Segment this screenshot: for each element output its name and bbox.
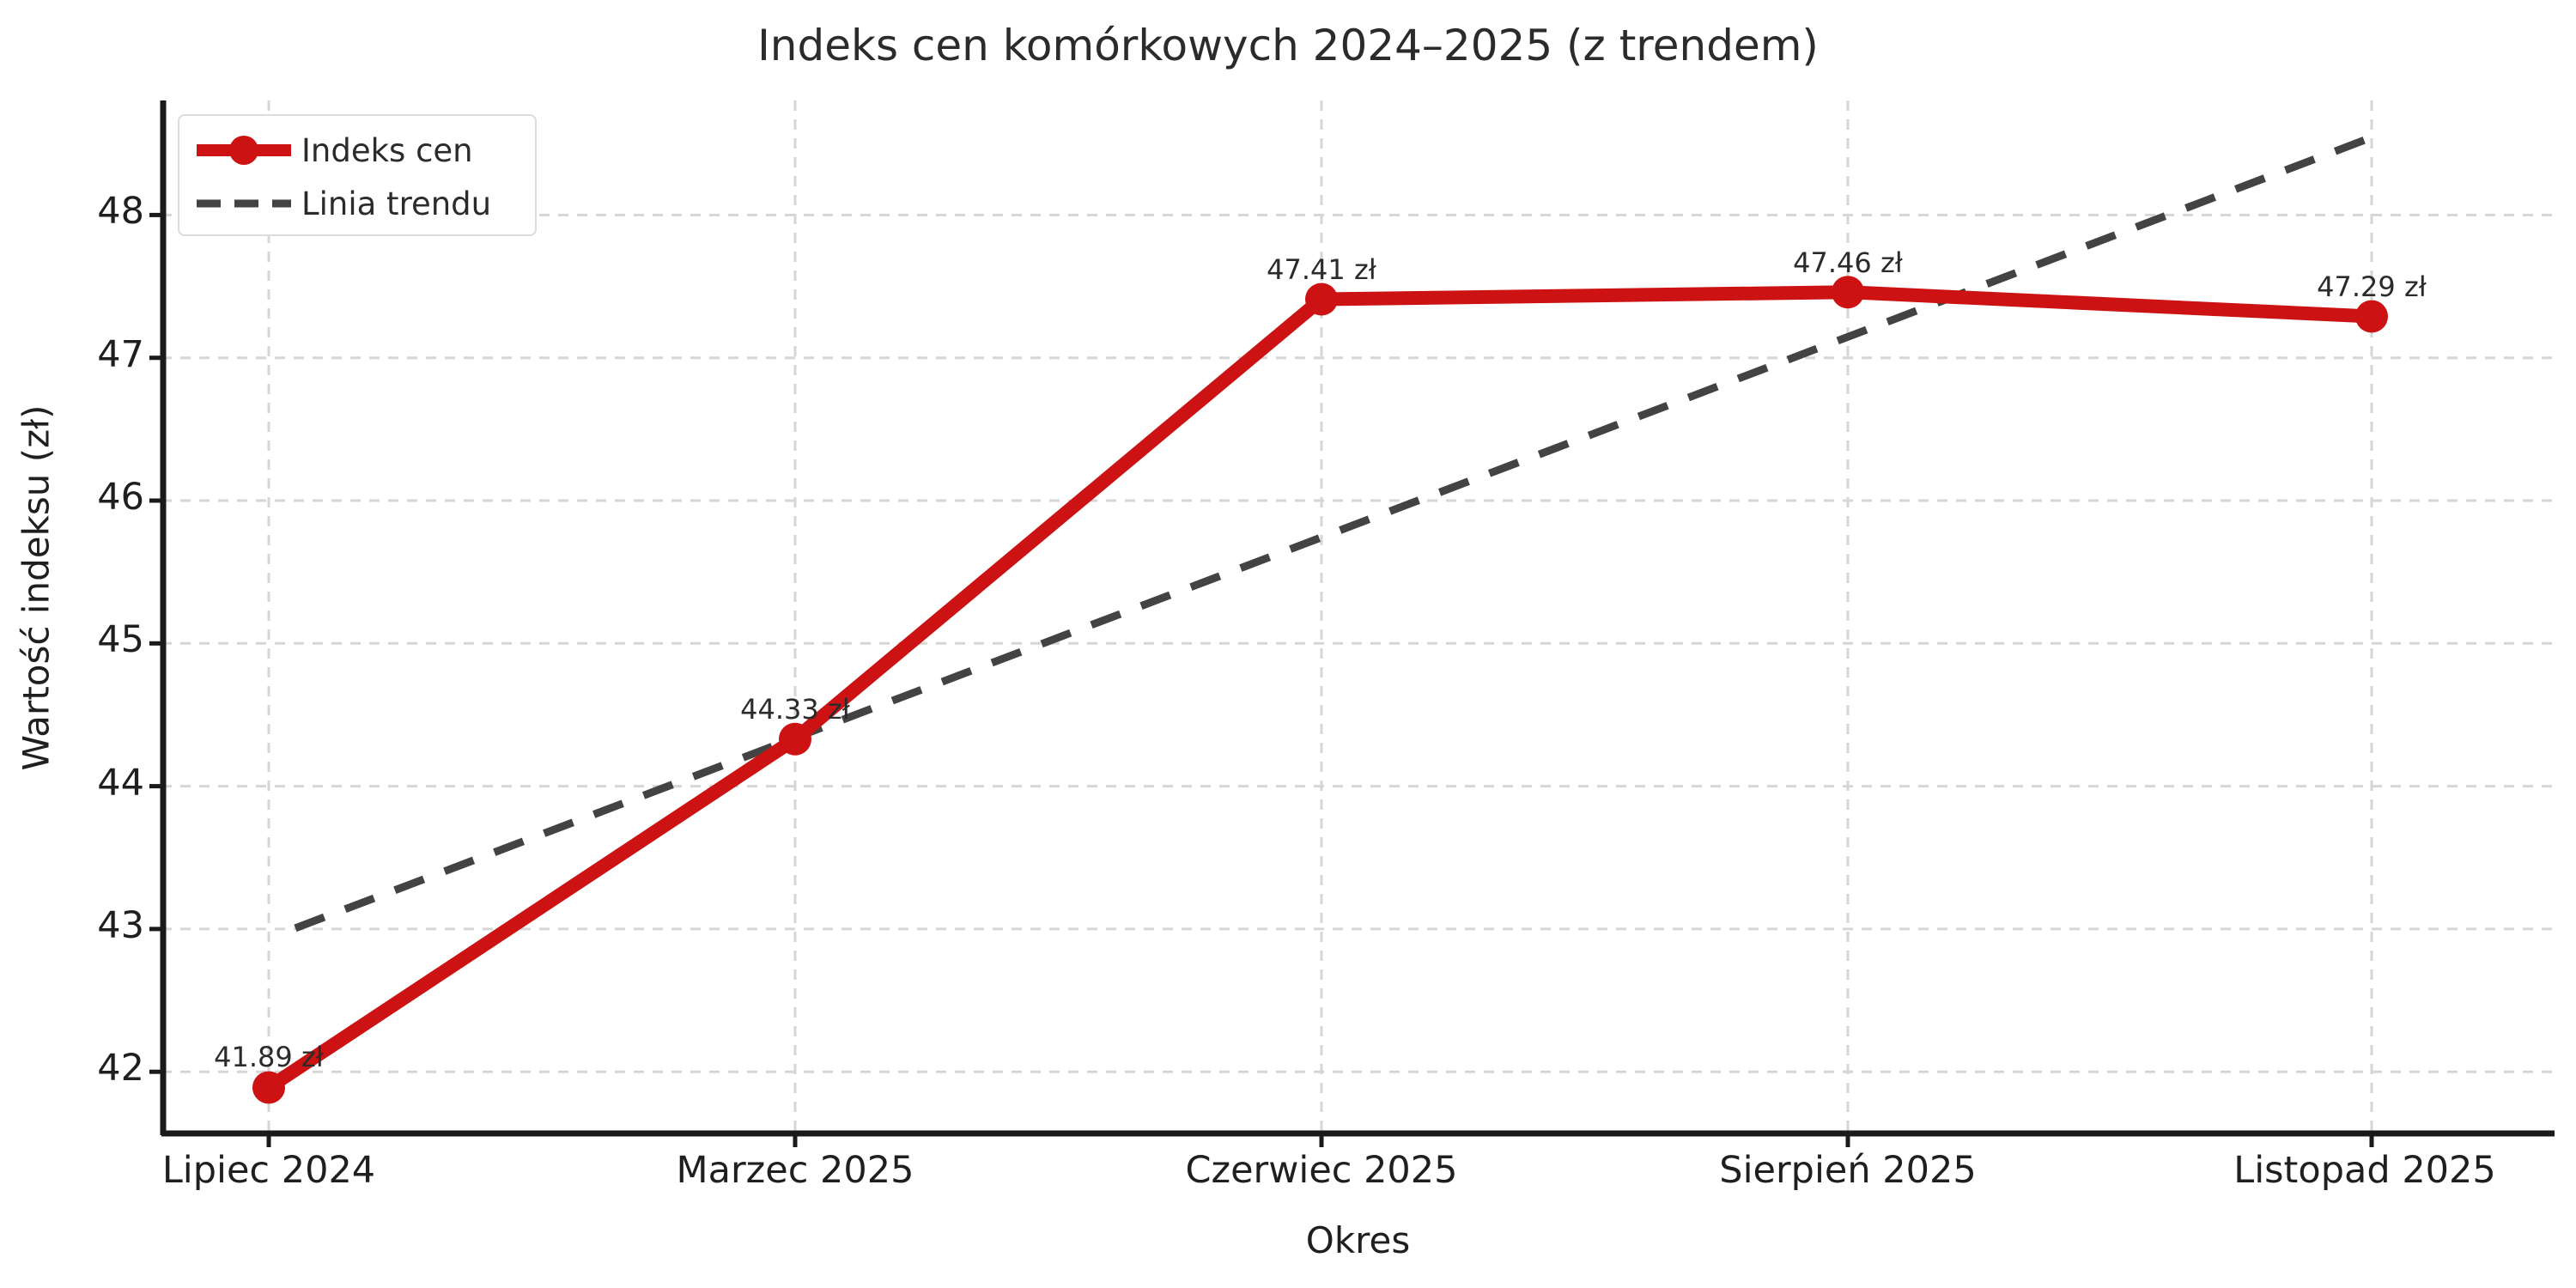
series-indeks-cen	[252, 276, 2388, 1104]
y-axis-title: Wartość indeksu (zł)	[15, 404, 58, 771]
chart-title: Indeks cen komórkowych 2024–2025 (z tren…	[757, 21, 1819, 70]
point-label-1: 44.33 zł	[740, 693, 850, 726]
y-tick-label-46: 46	[97, 476, 144, 519]
point-label-2: 47.41 zł	[1267, 253, 1376, 286]
legend-entry-linia-trendu[interactable]: Linia trendu	[179, 176, 535, 231]
point-label-0: 41.89 zł	[214, 1041, 324, 1073]
data-point-markers	[252, 276, 2388, 1104]
axis-spines	[160, 100, 2555, 1137]
y-tick-label-43: 43	[97, 903, 144, 947]
legend-swatch-solid-line-icon	[193, 135, 295, 166]
x-tick-label-1: Marzec 2025	[676, 1149, 914, 1192]
x-tick-label-2: Czerwiec 2025	[1185, 1149, 1458, 1192]
plot-background	[161, 100, 2555, 1133]
point-label-3: 47.46 zł	[1793, 246, 1903, 279]
legend-entry-indeks-cen[interactable]: Indeks cen	[179, 123, 535, 178]
legend-swatch-dashed-line-icon	[193, 188, 295, 219]
y-tick-label-48: 48	[97, 190, 144, 234]
legend-label-0: Indeks cen	[301, 131, 473, 169]
y-tick-marks	[149, 212, 163, 1074]
x-tick-marks	[266, 1133, 2374, 1147]
chart-legend[interactable]: Indeks cen Linia trendu	[178, 114, 537, 236]
legend-label-1: Linia trendu	[301, 185, 492, 222]
point-label-4: 47.29 zł	[2317, 270, 2427, 303]
x-tick-label-0: Lipiec 2024	[161, 1149, 376, 1192]
x-axis-title: Okres	[1305, 1219, 1411, 1261]
y-tick-label-44: 44	[97, 761, 144, 805]
grid-horizontal	[161, 213, 2555, 1073]
y-tick-label-42: 42	[97, 1047, 144, 1091]
y-tick-label-45: 45	[97, 618, 144, 662]
x-tick-label-3: Sierpień 2025	[1719, 1149, 1977, 1192]
grid-vertical	[267, 100, 2373, 1133]
y-tick-label-47: 47	[97, 332, 144, 376]
x-tick-label-4: Listopad 2025	[2233, 1149, 2496, 1192]
